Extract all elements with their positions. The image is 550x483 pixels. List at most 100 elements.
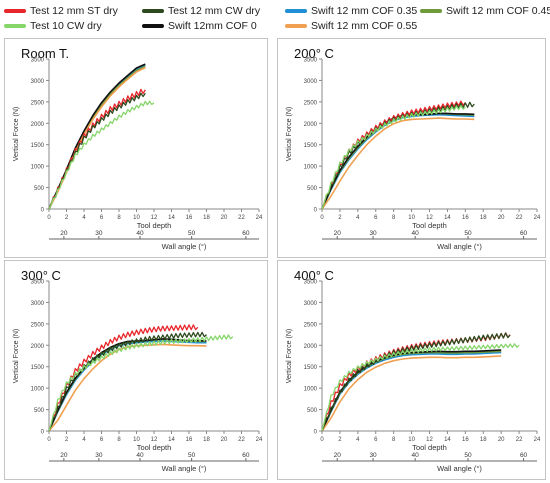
y-tick-label: 1000 <box>31 387 45 393</box>
wall-angle-tick-label: 60 <box>520 230 528 237</box>
y-tick-label: 0 <box>314 430 318 436</box>
x-tick-label: 16 <box>186 215 193 221</box>
legend-swatch <box>420 9 442 13</box>
legend-label: Swift 12mm COF 0 <box>168 20 257 32</box>
x-axis-label: Tool depth <box>412 221 447 230</box>
y-tick-label: 2000 <box>31 344 45 350</box>
x-tick-label: 2 <box>65 215 69 221</box>
chart-title: 300° C <box>21 268 61 283</box>
series-line <box>321 343 520 432</box>
y-tick-label: 1500 <box>31 143 45 149</box>
legend-item: Test 10 CW dry <box>4 19 102 33</box>
wall-angle-axis-label: Wall angle (°) <box>162 242 207 251</box>
x-tick-label: 6 <box>100 437 104 443</box>
x-tick-label: 16 <box>462 437 469 443</box>
x-tick-label: 20 <box>498 437 505 443</box>
chart-panel-room-temperature: Room T. 0 500 1000 1500 2000 2500 3000 3500 0 2 4 6 8… <box>4 38 268 258</box>
x-tick-label: 2 <box>338 215 342 221</box>
x-tick-label: 24 <box>534 437 541 443</box>
legend-label: Test 12 mm ST dry <box>30 5 118 17</box>
y-tick-label: 2000 <box>31 122 45 128</box>
x-tick-label: 12 <box>151 437 158 443</box>
y-tick-label: 500 <box>34 408 45 414</box>
y-tick-label: 1000 <box>31 165 45 171</box>
wall-angle-tick-label: 40 <box>136 452 144 459</box>
x-tick-label: 24 <box>256 437 263 443</box>
x-tick-label: 14 <box>168 215 175 221</box>
wall-angle-axis-label: Wall angle (°) <box>437 242 482 251</box>
x-tick-label: 4 <box>356 437 360 443</box>
series-line <box>321 349 502 432</box>
wall-angle-tick-label: 30 <box>95 452 103 459</box>
x-tick-label: 6 <box>100 215 104 221</box>
x-tick-label: 4 <box>356 215 360 221</box>
x-tick-label: 4 <box>82 437 86 443</box>
legend-item: Swift 12 mm COF 0.35 <box>285 4 417 18</box>
x-axis-label: Tool depth <box>137 221 172 230</box>
x-tick-label: 8 <box>117 437 121 443</box>
x-tick-label: 22 <box>516 437 523 443</box>
y-tick-label: 2500 <box>31 322 45 328</box>
y-tick-label: 0 <box>41 430 45 436</box>
y-tick-label: 1500 <box>304 143 318 149</box>
y-tick-label: 3000 <box>31 301 45 307</box>
series-line <box>48 343 207 432</box>
y-tick-label: 3000 <box>304 301 318 307</box>
x-tick-label: 12 <box>426 215 433 221</box>
y-axis-label: Vertical Force (N) <box>13 107 20 161</box>
series-line <box>321 112 475 210</box>
x-tick-label: 0 <box>47 215 51 221</box>
x-tick-label: 14 <box>168 437 175 443</box>
x-tick-label: 22 <box>238 215 245 221</box>
legend-item: Swift 12 mm COF 0.55 <box>285 19 417 33</box>
series-line <box>48 88 146 210</box>
series-line <box>321 101 475 210</box>
series-line <box>48 66 146 210</box>
legend-item: Swift 12 mm COF 0.45 <box>420 4 550 18</box>
x-tick-label: 22 <box>238 437 245 443</box>
y-tick-label: 3500 <box>31 280 45 286</box>
series-line <box>321 351 502 432</box>
wall-angle-tick-label: 30 <box>369 230 377 237</box>
x-tick-label: 18 <box>480 215 487 221</box>
x-tick-label: 6 <box>374 215 378 221</box>
x-axis-label: Tool depth <box>412 443 447 452</box>
y-axis-label: Vertical Force (N) <box>286 107 293 161</box>
x-tick-label: 18 <box>203 215 210 221</box>
x-tick-label: 14 <box>444 437 451 443</box>
series-line <box>48 65 146 210</box>
wall-angle-tick-label: 30 <box>369 452 377 459</box>
y-tick-label: 2500 <box>304 100 318 106</box>
x-tick-label: 12 <box>426 437 433 443</box>
x-tick-label: 6 <box>374 437 378 443</box>
legend-swatch <box>142 9 164 13</box>
x-tick-label: 0 <box>47 437 51 443</box>
y-tick-label: 1000 <box>304 387 318 393</box>
series-line <box>321 350 502 432</box>
chart-legend: Test 12 mm ST dry Test 12 mm CW dry Swift … <box>0 0 550 38</box>
x-tick-label: 14 <box>444 215 451 221</box>
wall-angle-axis-label: Wall angle (°) <box>437 464 482 473</box>
wall-angle-tick-label: 20 <box>334 230 342 237</box>
wall-angle-tick-label: 60 <box>520 452 528 459</box>
series-line <box>321 104 466 210</box>
y-tick-label: 0 <box>314 208 318 214</box>
wall-angle-tick-label: 40 <box>412 230 420 237</box>
x-tick-label: 10 <box>133 215 140 221</box>
series-line <box>48 64 146 210</box>
y-tick-label: 500 <box>307 408 318 414</box>
series-line <box>321 117 475 210</box>
y-tick-label: 3500 <box>304 58 318 64</box>
x-tick-label: 16 <box>186 437 193 443</box>
y-tick-label: 3000 <box>31 79 45 85</box>
series-line <box>48 334 234 432</box>
wall-angle-tick-label: 50 <box>188 230 196 237</box>
wall-angle-tick-label: 50 <box>464 452 472 459</box>
x-tick-label: 10 <box>408 215 415 221</box>
wall-angle-tick-label: 20 <box>60 230 68 237</box>
wall-angle-tick-label: 50 <box>464 230 472 237</box>
legend-label: Test 12 mm CW dry <box>168 5 261 17</box>
